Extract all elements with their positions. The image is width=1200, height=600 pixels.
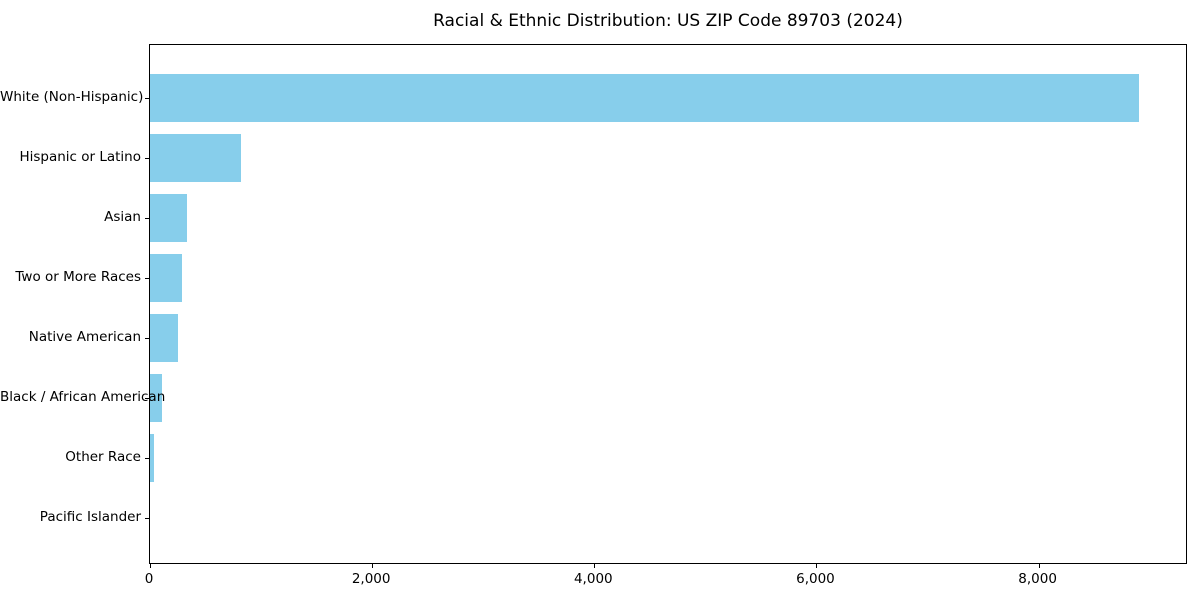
x-tick-mark — [594, 564, 596, 568]
bar — [150, 314, 178, 362]
bar — [150, 434, 155, 482]
x-tick-label: 2,000 — [351, 571, 391, 587]
y-tick-mark — [145, 398, 149, 399]
y-tick-mark — [145, 278, 149, 279]
x-tick-mark — [816, 564, 818, 568]
plot-area — [145, 44, 1187, 568]
y-tick-label: White (Non-Hispanic) — [0, 89, 144, 105]
chart-title: Racial & Ethnic Distribution: US ZIP Cod… — [433, 11, 903, 31]
x-tick-mark — [150, 564, 151, 568]
y-tick-label: Pacific Islander — [39, 509, 141, 525]
x-tick-label: 8,000 — [1018, 571, 1057, 587]
x-tick-mark — [372, 564, 374, 568]
bar — [150, 194, 187, 242]
x-tick-mark — [1038, 564, 1040, 568]
y-tick-label: Two or More Races — [15, 269, 141, 285]
y-tick-mark — [145, 338, 149, 339]
y-tick-mark — [145, 158, 149, 159]
y-tick-mark — [145, 458, 149, 459]
y-tick-label: Asian — [104, 209, 141, 225]
x-tick-label: 6,000 — [796, 571, 835, 587]
bar — [150, 134, 242, 182]
bar — [150, 374, 163, 422]
y-tick-label: Hispanic or Latino — [19, 149, 141, 165]
y-tick-label: Other Race — [65, 449, 141, 465]
x-tick-label: 0 — [144, 571, 154, 587]
bar — [150, 254, 182, 302]
y-tick-mark — [145, 98, 149, 99]
bar — [150, 74, 1139, 122]
y-tick-label: Native American — [28, 329, 141, 345]
x-tick-label: 4,000 — [573, 571, 613, 587]
y-tick-label: Black / African American — [0, 389, 166, 405]
y-tick-mark — [145, 218, 149, 219]
y-tick-mark — [145, 518, 149, 519]
